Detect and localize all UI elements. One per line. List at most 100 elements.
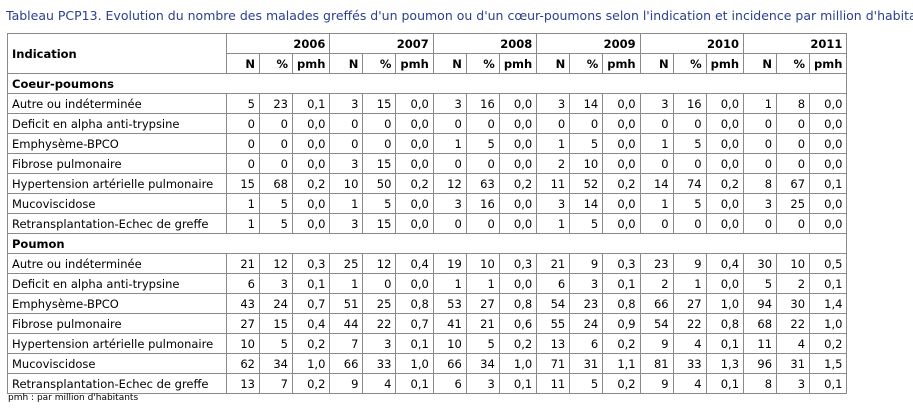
value-cell: 5 [259,213,293,234]
value-cell: 0 [776,113,811,134]
value-cell: 9 [672,253,707,274]
value-cell: 96 [743,353,778,374]
value-cell: 0,0 [498,113,538,134]
value-cell: 6 [432,373,467,394]
value-cell: 3 [465,373,500,394]
value-cell: 13 [536,333,571,354]
value-cell: 0,3 [602,253,641,274]
value-cell: 3 [259,273,293,294]
value-cell: 4 [672,333,707,354]
value-cell: 0,6 [498,313,538,334]
table-row: Deficit en alpha anti-trypsine 0 0 0,0 0 0 0,0… [7,113,848,134]
value-cell: 0,1 [291,273,331,294]
value-cell: 19 [432,253,467,274]
value-cell: 0,8 [602,293,641,314]
section-header: Poumon [6,233,848,254]
value-cell: 0,2 [602,173,641,194]
value-cell: 2 [536,153,571,174]
value-cell: 0 [226,113,260,134]
value-cell: 10 [329,173,364,194]
value-cell: 10 [569,153,604,174]
value-cell: 16 [672,93,707,114]
value-cell: 0,0 [498,273,538,294]
value-cell: 0,0 [498,153,538,174]
measure-header: % [362,53,397,74]
value-cell: 0 [639,153,674,174]
value-cell: 0 [329,113,364,134]
value-cell: 5 [569,133,604,154]
value-cell: 5 [465,333,500,354]
value-cell: 1 [432,273,467,294]
table-row: Mucoviscidose 1 5 0,0 1 5 0,0 3 16 0,0 3 14 0,0 1 5 0,0… [7,193,848,214]
value-cell: 14 [569,93,604,114]
value-cell: 16 [465,193,500,214]
value-cell: 12 [362,253,397,274]
value-cell: 5 [672,133,707,154]
value-cell: 0,1 [809,273,848,294]
value-cell: 0,2 [291,373,331,394]
value-cell: 44 [329,313,364,334]
value-cell: 0,8 [395,293,434,314]
value-cell: 10 [432,333,467,354]
value-cell: 3 [569,273,604,294]
value-cell: 0 [776,133,811,154]
value-cell: 21 [536,253,571,274]
value-cell: 0,1 [395,373,434,394]
measure-header: pmh [602,53,641,74]
value-cell: 0,0 [809,213,848,234]
value-cell: 30 [776,293,811,314]
value-cell: 25 [329,253,364,274]
value-cell: 0,0 [291,113,331,134]
section-row: Coeur-poumons [6,73,848,94]
table-row: Hypertension artérielle pulmonaire 10 5 0,2… [7,333,848,354]
value-cell: 0,1 [291,93,331,114]
value-cell: 52 [569,173,604,194]
table-row: Mucoviscidose 62 34 1,0 66 33 1,0 66 34 1,0 71 31 1,… [7,353,848,374]
value-cell: 0,0 [291,153,331,174]
measure-header: % [672,53,707,74]
value-cell: 8 [743,173,778,194]
value-cell: 0 [672,113,707,134]
section-row: Poumon [6,233,848,254]
measure-header: pmh [395,53,434,74]
value-cell: 14 [639,173,674,194]
value-cell: 63 [465,173,500,194]
value-cell: 0,0 [809,113,848,134]
value-cell: 0,3 [498,253,538,274]
value-cell: 0,0 [705,193,745,214]
value-cell: 1,3 [705,353,745,374]
value-cell: 0,0 [498,93,538,114]
value-cell: 0 [465,153,500,174]
value-cell: 4 [362,373,397,394]
value-cell: 8 [776,93,811,114]
value-cell: 0 [362,133,397,154]
value-cell: 0,5 [809,253,848,274]
value-cell: 0,0 [498,193,538,214]
value-cell: 3 [536,93,571,114]
value-cell: 0,1 [809,173,848,194]
value-cell: 66 [432,353,467,374]
value-cell: 3 [536,193,571,214]
value-cell: 0,4 [291,313,331,334]
value-cell: 8 [743,373,778,394]
value-cell: 67 [776,173,811,194]
value-cell: 2 [639,273,674,294]
value-cell: 1 [226,193,260,214]
data-table: Indication 2006 2007 2008 2009 2010 2011 N% pmh N… [6,33,848,394]
value-cell: 10 [776,253,811,274]
value-cell: 33 [362,353,397,374]
value-cell: 68 [259,173,293,194]
value-cell: 0,2 [498,173,538,194]
value-cell: 81 [639,353,674,374]
year-header: 2011 [743,33,848,54]
value-cell: 23 [569,293,604,314]
value-cell: 0,9 [602,313,641,334]
value-cell: 22 [672,313,707,334]
value-cell: 0,3 [291,253,331,274]
value-cell: 0,0 [809,133,848,154]
measure-header: pmh [705,53,745,74]
value-cell: 0,0 [602,213,641,234]
value-cell: 0,8 [705,313,745,334]
value-cell: 5 [465,133,500,154]
value-cell: 5 [259,193,293,214]
